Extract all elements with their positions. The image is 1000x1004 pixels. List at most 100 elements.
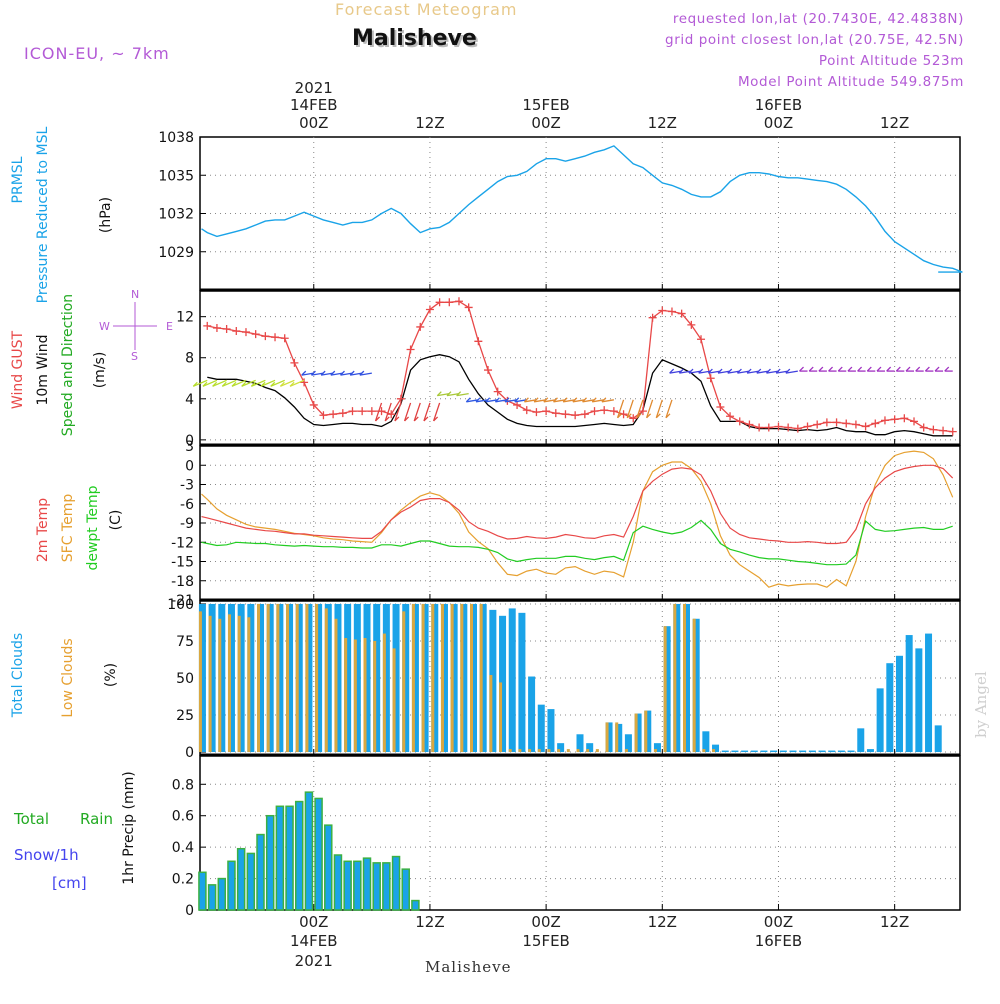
cloud-total-bar [547,709,555,753]
cloud-total-bar [750,750,758,753]
cloud-total-bar [741,750,749,753]
gust-point [464,303,473,312]
gust-point [290,358,299,367]
cloud-low-bar [450,603,454,753]
cloud-low-bar [315,603,319,753]
cloud-total-bar [644,710,652,753]
wind-barb-head [582,397,587,403]
wind-barb [456,393,469,397]
gust-point [793,424,802,433]
tick-label-y-pressure: 1038 [158,130,194,146]
wind-barb [350,372,363,376]
wind-barb-head [279,381,285,387]
gust-point [513,400,522,409]
wind-barb [340,372,353,376]
precip-bar [324,824,333,911]
wind-barb [330,372,343,376]
gust-point [241,328,250,337]
gust-point [251,330,260,339]
wind-barb [737,370,750,374]
gust-point [871,419,880,428]
wind-barb-head [808,366,814,372]
cloud-low-bar [508,749,512,753]
tick-label-y-precipitation: 0 [185,903,194,919]
wind-barb [553,399,566,403]
cloud-total-bar [905,635,913,753]
cloud-total-bar [218,603,226,753]
wind-barb-head [601,397,607,403]
label-10m-wind: 10m Wind [35,334,51,405]
gust-point [454,297,463,306]
tick-label-y-temperature: -21 [171,593,194,609]
precip-bar [198,871,207,911]
gust-point [580,410,589,419]
wind-barb-head [192,381,198,387]
bottom-time-label: 12Z [648,913,677,931]
tick-label-y-clouds: 50 [176,671,194,687]
cloud-total-bar [895,655,903,753]
top-time-label: 12Z [648,114,677,132]
tick-label-y-precipitation: 0.2 [172,872,194,888]
gust-point [406,345,415,354]
wind-barb-head [562,397,568,403]
cloud-total-bar [770,750,778,753]
cloud-low-bar [382,633,386,753]
wind-barb-head [375,416,380,422]
tick-label-y-temperature: -3 [180,478,194,494]
cloud-total-bar [489,609,497,753]
cloud-total-bar [682,603,690,753]
cloud-low-bar [227,614,231,753]
wind-barb-head [533,397,539,403]
wind-barb-head [359,370,365,376]
tick-label-y-wind: 8 [185,351,194,367]
wind-barb-head [766,368,771,374]
label-pct: (%) [103,663,119,687]
wind-barb-head [617,413,623,419]
cloud-low-bar [392,648,396,753]
wind-barb-head [514,397,520,403]
gust-point [764,423,773,432]
gust-point [348,407,357,416]
wind-barb [592,399,605,403]
cloud-total-bar [537,704,545,753]
label-low-clouds: Low Clouds [60,638,76,717]
bottom-time-label: 00Z [299,913,328,931]
gust-point [677,309,686,318]
cloud-low-bar [712,749,716,753]
precip-bar [256,833,265,911]
cloud-low-bar [605,722,609,753]
gust-point [609,407,618,416]
gust-point [542,407,551,416]
cloud-total-bar [460,603,468,753]
rose-s: S [131,350,138,363]
wind-speed-line [207,354,953,437]
point-altitude: Point Altitude 523m [818,53,964,69]
tick-label-y-wind: 12 [176,310,194,326]
gust-point [329,410,338,419]
gust-point [774,422,783,431]
precip-bar [411,899,420,911]
cloud-total-bar [392,603,400,753]
precip-bar [362,857,372,911]
wind-barb [270,379,285,387]
cloud-total-bar [508,608,516,753]
cloud-total-bar [673,603,681,753]
rose-n: N [131,288,139,301]
gust-point [890,415,899,424]
wind-barb [280,379,295,387]
cloud-low-bar [344,638,348,753]
wind-barb-head [523,397,529,403]
wind-barb [756,370,769,374]
tick-label-y-wind: 0 [185,433,194,449]
wind-barb-head [446,391,452,397]
gust-point [861,422,870,431]
cloud-total-bar [731,750,739,753]
wind-barb [374,402,383,422]
gust-point [551,409,560,418]
wind-barb [222,379,237,387]
wind-barb [688,370,702,374]
cloud-low-bar [247,617,251,753]
precip-bar [207,884,217,911]
wind-barb-head [394,416,400,422]
